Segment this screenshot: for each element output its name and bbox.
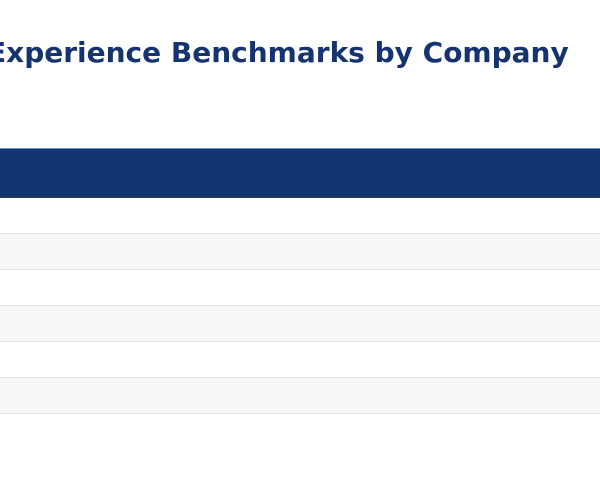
page-title: Experience Benchmarks by Company [0, 36, 569, 69]
table-row [0, 378, 600, 414]
table-row [0, 306, 600, 342]
table-row [0, 270, 600, 306]
table-header [0, 148, 600, 198]
table-row [0, 234, 600, 270]
benchmarks-table [0, 148, 600, 414]
table-row [0, 342, 600, 378]
table-row [0, 198, 600, 234]
